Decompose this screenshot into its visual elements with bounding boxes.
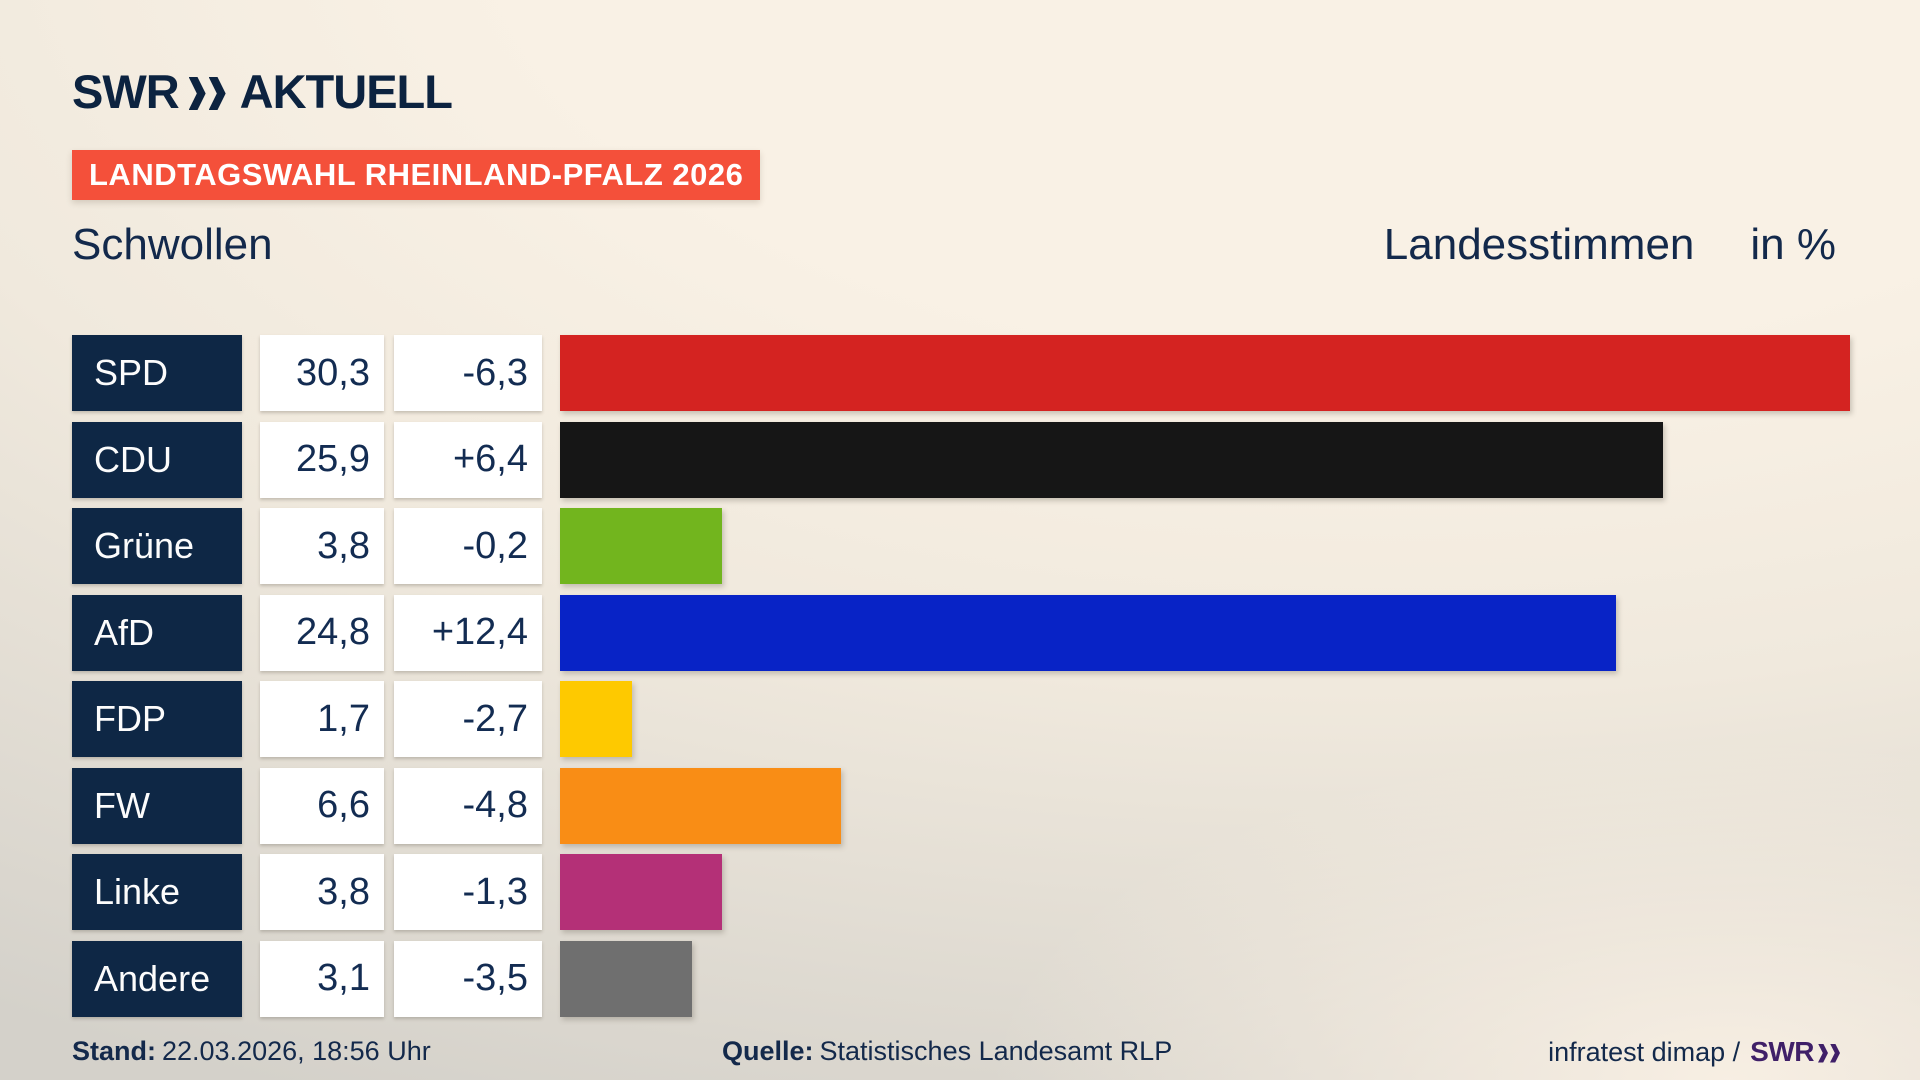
party-label: SPD <box>72 335 242 411</box>
result-value: 3,8 <box>260 508 384 584</box>
election-badge: LANDTAGSWAHL RHEINLAND-PFALZ 2026 <box>72 150 761 200</box>
source-note: Quelle: Statistisches Landesamt RLP <box>722 1036 1172 1067</box>
double-chevron-icon <box>188 77 226 110</box>
table-row: FW 6,6 -4,8 <box>72 767 1850 844</box>
party-label: Andere <box>72 940 242 1017</box>
change-value: -3,5 <box>394 940 542 1017</box>
table-row: CDU 25,9 +6,4 <box>72 421 1850 498</box>
table-row: Grüne 3,8 -0,2 <box>72 508 1850 584</box>
table-row: SPD 30,3 -6,3 <box>72 335 1850 411</box>
credit-text: infratest dimap / <box>1548 1036 1741 1067</box>
change-value: +12,4 <box>394 594 542 671</box>
source-label: Quelle: <box>722 1036 814 1066</box>
result-bar <box>560 767 841 844</box>
result-bar <box>560 508 722 584</box>
result-bar <box>560 421 1663 498</box>
result-bar <box>560 681 633 757</box>
double-chevron-icon <box>1818 1043 1840 1063</box>
municipality-title: Schwollen <box>72 220 273 269</box>
results-table: SPD 30,3 -6,3 CDU 25,9 +6,4 Grüne 3,8 -0… <box>72 335 1850 1027</box>
source-value: Statistisches Landesamt RLP <box>819 1036 1173 1066</box>
chevron-right-icon <box>208 77 226 110</box>
swr-aktuell-logo: SWR AKTUELL <box>72 64 453 119</box>
change-value: -4,8 <box>394 767 542 844</box>
table-row: FDP 1,7 -2,7 <box>72 681 1850 757</box>
vote-type-label: Landesstimmen <box>1383 220 1695 269</box>
party-label: CDU <box>72 421 242 498</box>
change-value: -1,3 <box>394 854 542 930</box>
party-label: Linke <box>72 854 242 930</box>
change-value: -2,7 <box>394 681 542 757</box>
credit-brand-text: SWR <box>1750 1036 1814 1067</box>
stand-timestamp: Stand: 22.03.2026, 18:56 Uhr <box>72 1036 431 1067</box>
chevron-right-icon <box>1818 1043 1828 1063</box>
title-row: Schwollen Landesstimmen in % <box>72 220 1836 270</box>
result-value: 1,7 <box>260 681 384 757</box>
stand-label: Stand: <box>72 1036 156 1066</box>
change-value: +6,4 <box>394 421 542 498</box>
logo-brand-text: SWR <box>72 65 180 118</box>
credit-note: infratest dimap / SWR <box>1548 1036 1840 1068</box>
table-row: AfD 24,8 +12,4 <box>72 594 1850 671</box>
swr-logo-small: SWR <box>1750 1036 1840 1068</box>
result-value: 3,1 <box>260 940 384 1017</box>
result-value: 30,3 <box>260 335 384 411</box>
party-label: AfD <box>72 594 242 671</box>
party-label: Grüne <box>72 508 242 584</box>
result-bar <box>560 854 722 930</box>
subtitle: Landesstimmen in % <box>1384 220 1836 270</box>
table-row: Linke 3,8 -1,3 <box>72 854 1850 930</box>
chevron-right-icon <box>1830 1043 1840 1063</box>
unit-label: in % <box>1750 220 1836 269</box>
change-value: -0,2 <box>394 508 542 584</box>
party-label: FDP <box>72 681 242 757</box>
stand-value: 22.03.2026, 18:56 Uhr <box>162 1036 431 1066</box>
change-value: -6,3 <box>394 335 542 411</box>
result-value: 6,6 <box>260 767 384 844</box>
chevron-right-icon <box>188 77 206 110</box>
result-bar <box>560 594 1616 671</box>
result-value: 24,8 <box>260 594 384 671</box>
table-row: Andere 3,1 -3,5 <box>72 940 1850 1017</box>
result-bar <box>560 940 692 1017</box>
result-bar <box>560 335 1850 411</box>
party-label: FW <box>72 767 242 844</box>
result-value: 25,9 <box>260 421 384 498</box>
result-value: 3,8 <box>260 854 384 930</box>
logo-suffix-text: AKTUELL <box>239 65 453 118</box>
